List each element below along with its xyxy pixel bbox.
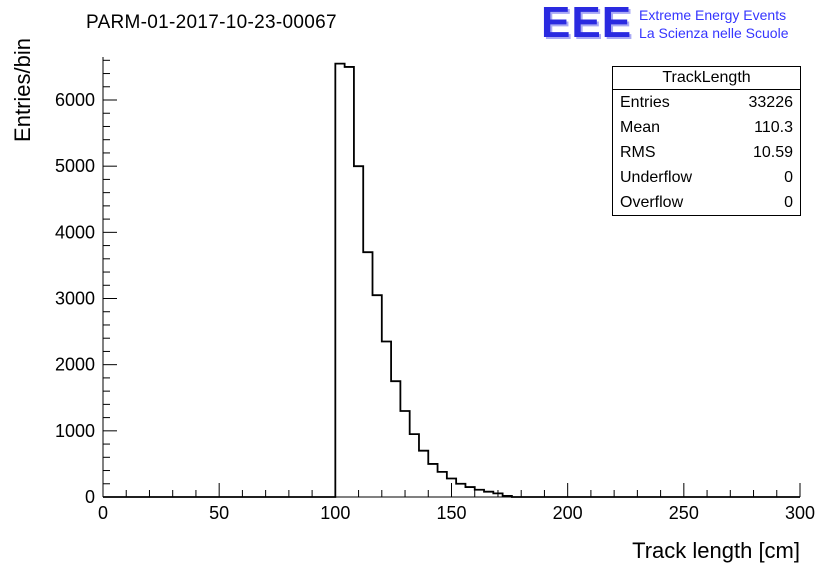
histogram-line <box>103 62 800 498</box>
svg-text:250: 250 <box>669 503 699 523</box>
stats-value: 10.59 <box>752 144 793 161</box>
y-axis-title: Entries/bin <box>10 38 35 142</box>
stats-row-underflow: Underflow 0 <box>613 165 800 190</box>
eee-logo: EEE Extreme Energy Events La Scienza nel… <box>541 0 789 47</box>
svg-text:300: 300 <box>785 503 815 523</box>
svg-text:50: 50 <box>209 503 229 523</box>
stats-label: Underflow <box>620 169 693 186</box>
svg-text:4000: 4000 <box>55 222 95 242</box>
stats-value: 33226 <box>748 94 794 111</box>
stats-label: RMS <box>620 144 656 161</box>
stats-label: Mean <box>620 119 661 136</box>
svg-text:0: 0 <box>85 487 95 507</box>
stats-row-mean: Mean 110.3 <box>613 115 800 140</box>
x-axis-title: Track length [cm] <box>632 538 800 563</box>
plot-title: PARM-01-2017-10-23-00067 <box>86 12 337 33</box>
eee-logo-text: EEE <box>541 0 633 47</box>
stats-value: 0 <box>784 169 793 186</box>
stats-box: TrackLength Entries 33226 Mean 110.3 RMS… <box>612 66 801 216</box>
x-axis-ticks: 0 50 100 150 200 250 300 <box>98 483 815 523</box>
stats-box-title: TrackLength <box>613 67 800 90</box>
svg-text:200: 200 <box>553 503 583 523</box>
stats-label: Entries <box>620 94 670 111</box>
svg-text:3000: 3000 <box>55 289 95 309</box>
stats-value: 110.3 <box>754 119 793 136</box>
svg-text:5000: 5000 <box>55 156 95 176</box>
svg-text:6000: 6000 <box>55 90 95 110</box>
svg-text:150: 150 <box>436 503 466 523</box>
y-axis-ticks: 0 1000 2000 3000 4000 5000 6000 <box>55 59 117 507</box>
svg-text:0: 0 <box>98 503 108 523</box>
stats-value: 0 <box>784 194 793 211</box>
svg-text:2000: 2000 <box>55 355 95 375</box>
stats-label: Overflow <box>620 194 684 211</box>
svg-text:100: 100 <box>320 503 350 523</box>
eee-logo-tagline-1: Extreme Energy Events <box>639 7 787 23</box>
stats-row-rms: RMS 10.59 <box>613 140 800 165</box>
svg-text:1000: 1000 <box>55 421 95 441</box>
stats-row-overflow: Overflow 0 <box>613 190 800 215</box>
stats-row-entries: Entries 33226 <box>613 90 800 115</box>
eee-logo-tagline-2: La Scienza nelle Scuole <box>639 25 789 41</box>
